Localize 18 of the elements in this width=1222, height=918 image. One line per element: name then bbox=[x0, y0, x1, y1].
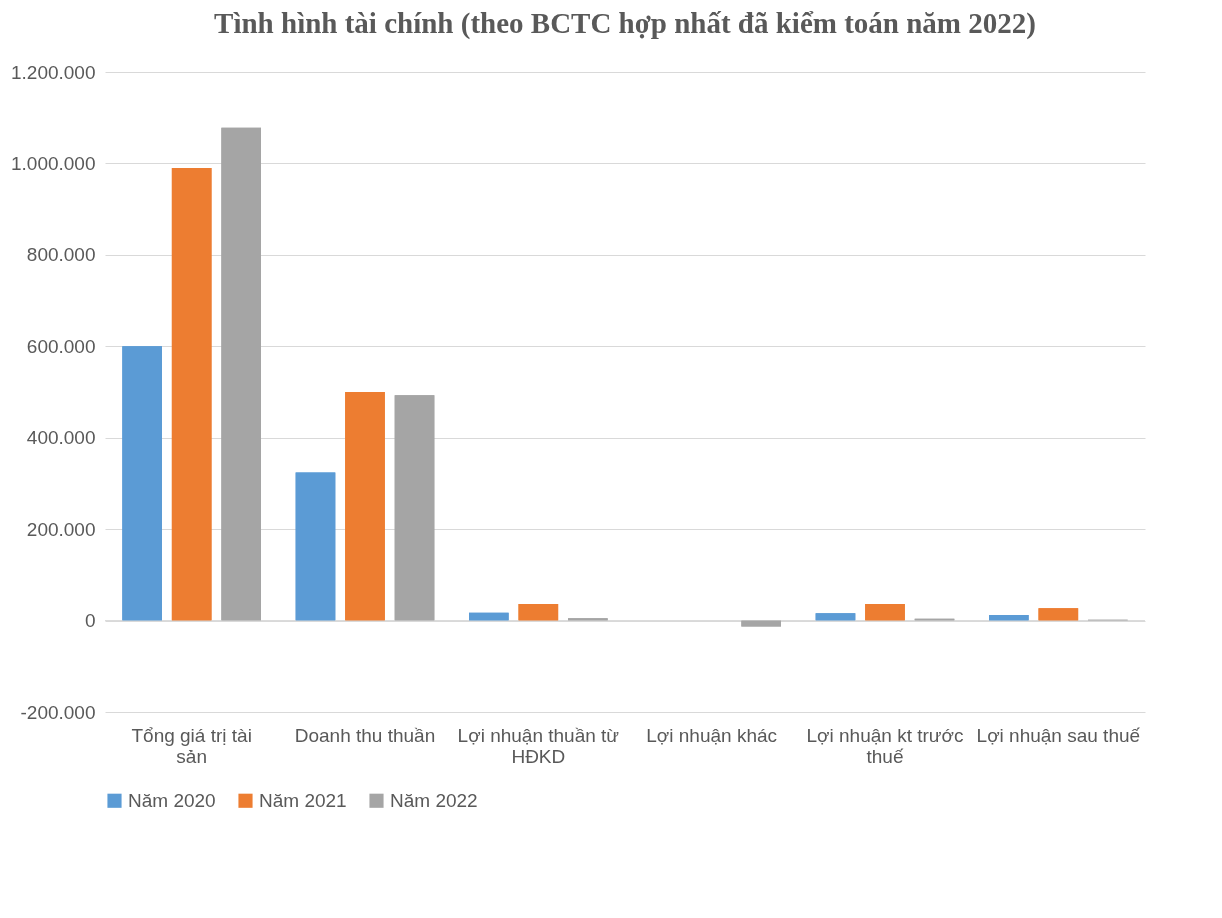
y-tick-label: 600.000 bbox=[26, 335, 96, 357]
y-tick-label: 400.000 bbox=[26, 427, 96, 449]
x-tick-label: Lợi nhuận kt trước thuế bbox=[806, 724, 964, 767]
legend-label: Năm 2021 bbox=[259, 789, 347, 811]
legend-label: Năm 2022 bbox=[390, 789, 478, 811]
y-tick-label: 1.200.000 bbox=[10, 61, 96, 83]
y-tick-label: 800.000 bbox=[26, 244, 96, 266]
x-tick-label: Lợi nhuận thuần từ HĐKD bbox=[457, 724, 620, 767]
x-tick-label: Lợi nhuận khác bbox=[646, 724, 778, 746]
y-tick-label: 1.000.000 bbox=[10, 152, 96, 174]
legend-label: Năm 2020 bbox=[128, 789, 216, 811]
x-tick-label: Lợi nhuận sau thuế bbox=[976, 724, 1141, 746]
chart-title: Tình hình tài chính (theo BCTC hợp nhất đã kiểm toán năm 2022) bbox=[214, 7, 1036, 40]
x-tick-label: Doanh thu thuần bbox=[294, 724, 436, 746]
x-tick-label: Tổng giá trị tài sản bbox=[131, 724, 252, 767]
y-tick-label: 0 bbox=[84, 610, 96, 632]
y-tick-label: 200.000 bbox=[26, 518, 96, 540]
y-tick-label: -200.000 bbox=[20, 701, 96, 723]
